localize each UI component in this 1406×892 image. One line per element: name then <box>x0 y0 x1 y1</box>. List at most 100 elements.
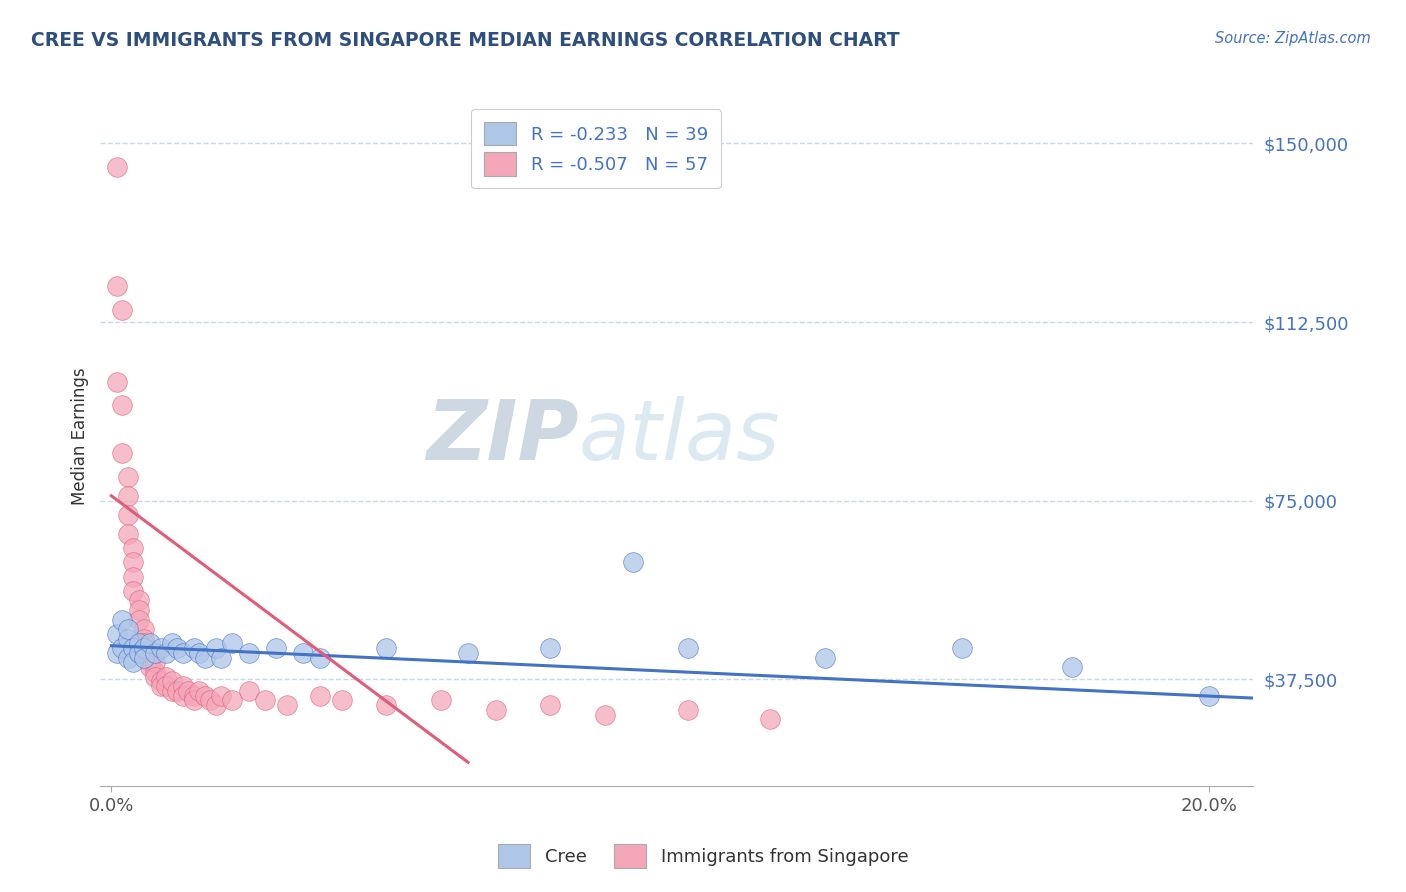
Point <box>183 641 205 656</box>
Point <box>117 469 139 483</box>
Point <box>134 622 156 636</box>
Y-axis label: Median Earnings: Median Earnings <box>72 368 89 505</box>
Point <box>194 689 217 703</box>
Point <box>149 641 172 656</box>
Point <box>238 684 260 698</box>
Point <box>172 646 194 660</box>
Point <box>950 641 973 656</box>
Point <box>143 656 166 670</box>
Point <box>134 650 156 665</box>
Point <box>238 646 260 660</box>
Legend: R = -0.233   N = 39, R = -0.507   N = 57: R = -0.233 N = 39, R = -0.507 N = 57 <box>471 110 721 188</box>
Point <box>143 646 166 660</box>
Point <box>155 670 177 684</box>
Point <box>330 693 353 707</box>
Point <box>105 375 128 389</box>
Point <box>194 650 217 665</box>
Point <box>292 646 315 660</box>
Point <box>209 650 232 665</box>
Point <box>155 679 177 693</box>
Point <box>128 603 150 617</box>
Point <box>111 303 134 318</box>
Point <box>276 698 298 713</box>
Point <box>143 665 166 679</box>
Point <box>676 703 699 717</box>
Text: CREE VS IMMIGRANTS FROM SINGAPORE MEDIAN EARNINGS CORRELATION CHART: CREE VS IMMIGRANTS FROM SINGAPORE MEDIAN… <box>31 31 900 50</box>
Point <box>621 555 644 569</box>
Point <box>676 641 699 656</box>
Point <box>122 584 145 599</box>
Point <box>117 650 139 665</box>
Point <box>128 646 150 660</box>
Point <box>593 707 616 722</box>
Point <box>122 555 145 569</box>
Point <box>374 641 396 656</box>
Point <box>117 489 139 503</box>
Point <box>122 541 145 555</box>
Point <box>134 641 156 656</box>
Point <box>374 698 396 713</box>
Point <box>139 660 162 674</box>
Point <box>1060 660 1083 674</box>
Point <box>149 674 172 689</box>
Point <box>105 646 128 660</box>
Point <box>122 656 145 670</box>
Point <box>264 641 287 656</box>
Point <box>105 279 128 293</box>
Point <box>117 622 139 636</box>
Point <box>759 713 782 727</box>
Point <box>172 679 194 693</box>
Point <box>128 593 150 607</box>
Point <box>160 684 183 698</box>
Point <box>166 641 188 656</box>
Point <box>204 698 226 713</box>
Point <box>183 689 205 703</box>
Point <box>172 689 194 703</box>
Point <box>139 636 162 650</box>
Legend: Cree, Immigrants from Singapore: Cree, Immigrants from Singapore <box>486 834 920 879</box>
Point <box>309 650 332 665</box>
Point <box>149 679 172 693</box>
Point <box>134 636 156 650</box>
Point <box>117 508 139 522</box>
Point <box>1198 689 1220 703</box>
Point <box>253 693 276 707</box>
Point <box>177 684 200 698</box>
Text: atlas: atlas <box>579 396 780 476</box>
Point <box>155 646 177 660</box>
Point <box>814 650 837 665</box>
Point <box>111 398 134 412</box>
Point <box>160 674 183 689</box>
Point <box>139 650 162 665</box>
Point <box>122 570 145 584</box>
Point <box>429 693 451 707</box>
Point <box>111 613 134 627</box>
Point <box>134 646 156 660</box>
Point <box>209 689 232 703</box>
Point <box>204 641 226 656</box>
Point <box>128 613 150 627</box>
Point <box>117 526 139 541</box>
Point <box>221 693 243 707</box>
Point <box>128 636 150 650</box>
Point <box>183 693 205 707</box>
Point <box>111 446 134 460</box>
Point <box>188 684 211 698</box>
Point <box>538 641 561 656</box>
Point <box>166 684 188 698</box>
Point <box>457 646 479 660</box>
Point <box>538 698 561 713</box>
Point <box>160 636 183 650</box>
Point <box>484 703 506 717</box>
Point <box>117 632 139 646</box>
Text: ZIP: ZIP <box>426 396 579 476</box>
Text: Source: ZipAtlas.com: Source: ZipAtlas.com <box>1215 31 1371 46</box>
Point <box>105 161 128 175</box>
Point <box>188 646 211 660</box>
Point <box>198 693 221 707</box>
Point <box>309 689 332 703</box>
Point <box>122 641 145 656</box>
Point <box>143 670 166 684</box>
Point <box>105 627 128 641</box>
Point <box>111 641 134 656</box>
